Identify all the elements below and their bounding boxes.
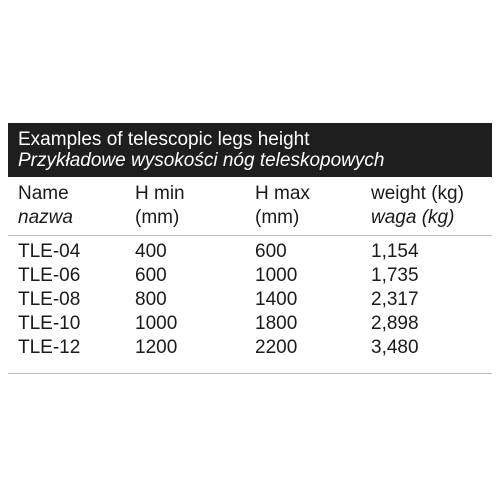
row-weight: 3,480 <box>371 337 419 358</box>
row-name: TLE-04 <box>18 241 81 262</box>
row-h-max: 600 <box>255 241 287 262</box>
header-weight: weight (kg) <box>371 183 464 204</box>
header-name-polish: nazwa <box>18 207 73 228</box>
header-weight-polish: waga (kg) <box>371 207 455 228</box>
row-h-max: 1000 <box>255 265 298 286</box>
row-h-min: 600 <box>135 265 167 286</box>
row-name: TLE-10 <box>18 313 81 334</box>
table-title-english: Examples of telescopic legs height <box>18 129 310 150</box>
header-divider <box>8 235 492 236</box>
row-weight: 1,735 <box>371 265 419 286</box>
row-h-min: 1000 <box>135 313 178 334</box>
row-h-max: 1800 <box>255 313 298 334</box>
row-weight: 1,154 <box>371 241 419 262</box>
row-h-min: 800 <box>135 289 167 310</box>
row-h-max: 1400 <box>255 289 298 310</box>
table-title-bar: Examples of telescopic legs height Przyk… <box>8 123 492 177</box>
header-h-min-unit: (mm) <box>135 207 180 228</box>
row-name: TLE-06 <box>18 265 81 286</box>
row-h-min: 400 <box>135 241 167 262</box>
telescopic-legs-table: Examples of telescopic legs height Przyk… <box>8 123 492 374</box>
row-weight: 2,898 <box>371 313 419 334</box>
table-body: Name H min H max weight (kg) nazwa (mm) … <box>8 177 492 374</box>
header-h-max: H max <box>255 183 310 204</box>
row-name: TLE-08 <box>18 289 81 310</box>
row-weight: 2,317 <box>371 289 419 310</box>
header-h-min: H min <box>135 183 185 204</box>
table-title-polish: Przykładowe wysokości nóg teleskopowych <box>18 150 385 171</box>
header-h-max-unit: (mm) <box>255 207 300 228</box>
row-name: TLE-12 <box>18 337 81 358</box>
row-h-min: 1200 <box>135 337 178 358</box>
header-name: Name <box>18 183 69 204</box>
row-h-max: 2200 <box>255 337 298 358</box>
